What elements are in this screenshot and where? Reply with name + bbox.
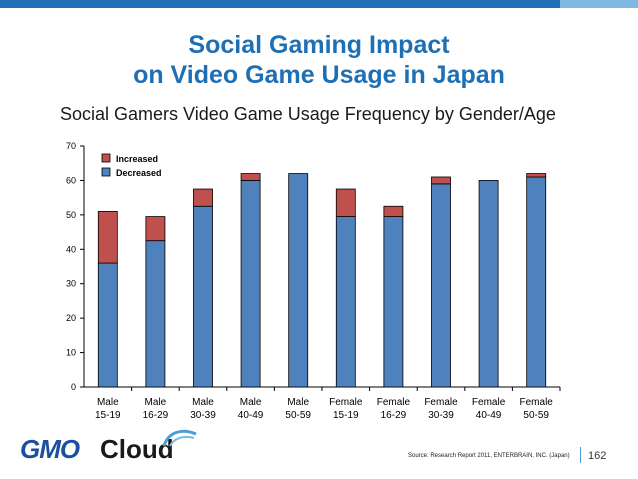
- bar-decreased-8: [478, 180, 499, 388]
- x-category-label: Male: [97, 397, 119, 408]
- x-category-label: 15-19: [95, 410, 121, 421]
- bar-decreased-6: [383, 216, 404, 388]
- footer: GMO Cloud Source: Research Report 2011, …: [0, 425, 638, 479]
- legend-label-decreased: Decreased: [116, 168, 162, 178]
- bar-increased-5: [335, 188, 356, 217]
- bar-decreased-1: [145, 240, 166, 388]
- stacked-bar-chart: 0 10 20 30 40 50 60 70 Male 15-19 Male 16-29 Male 30-…: [66, 141, 561, 421]
- x-category-label: 15-19: [333, 410, 359, 421]
- bar-decreased-7: [431, 183, 451, 388]
- x-category-label: Male: [287, 397, 309, 408]
- top-bar-accent: [560, 0, 638, 8]
- bar-increased-6: [383, 205, 404, 217]
- x-category-label: 40-49: [476, 410, 502, 421]
- legend-swatch-increased: [101, 153, 111, 163]
- top-bar-main: [0, 0, 560, 8]
- bar-increased-3: [240, 173, 261, 181]
- y-tick-label: 10: [66, 348, 76, 358]
- bar-decreased-2: [193, 205, 213, 388]
- y-tick-label: 50: [66, 210, 76, 220]
- bar-decreased-3: [240, 180, 261, 388]
- cloud-swoosh-icon: [162, 429, 197, 447]
- bar-increased-7: [431, 176, 451, 185]
- y-tick-label: 20: [66, 313, 76, 323]
- bar-increased-9: [526, 173, 547, 178]
- x-category-label: 30-39: [428, 410, 454, 421]
- x-category-label: 30-39: [190, 410, 216, 421]
- x-category-label: 16-29: [381, 410, 407, 421]
- bar-decreased-9: [526, 176, 547, 388]
- x-category-label: Male: [240, 397, 262, 408]
- legend-swatch-decreased: [101, 167, 111, 177]
- x-category-label: Female: [520, 397, 554, 408]
- x-category-label: 16-29: [143, 410, 169, 421]
- logo-cloud-text: Cloud: [100, 434, 174, 464]
- chart-subtitle: Social Gamers Video Game Usage Frequency…: [60, 104, 556, 124]
- source-note: Source: Research Report 2011, ENTERBRAIN…: [408, 453, 570, 459]
- top-accent-bar: [0, 0, 638, 8]
- bar-increased-2: [193, 188, 213, 207]
- x-category-label: Male: [145, 397, 167, 408]
- x-category-label: Male: [192, 397, 214, 408]
- y-tick-label: 0: [71, 382, 76, 392]
- page-number: 162: [588, 450, 607, 462]
- slide-title-line1: Social Gaming Impact: [188, 31, 450, 59]
- logo-gmo-text: GMO: [20, 434, 80, 464]
- slide-title-line2: on Video Game Usage in Japan: [133, 61, 505, 89]
- bar-increased-1: [145, 216, 166, 242]
- bar-decreased-5: [335, 216, 356, 388]
- x-category-label: Female: [424, 397, 458, 408]
- footer-divider: [580, 447, 581, 463]
- y-tick-label: 70: [66, 141, 76, 151]
- bar-decreased-4: [288, 173, 309, 388]
- legend-label-increased: Increased: [116, 154, 158, 164]
- y-tick-label: 40: [66, 244, 76, 254]
- x-category-label: Female: [377, 397, 411, 408]
- x-category-label: 40-49: [238, 410, 264, 421]
- gmo-cloud-logo: GMO Cloud: [20, 429, 210, 474]
- x-category-label: Female: [472, 397, 506, 408]
- x-category-label: Female: [329, 397, 363, 408]
- y-tick-label: 30: [66, 279, 76, 289]
- bar-increased-0: [97, 211, 118, 264]
- x-category-label: 50-59: [285, 410, 311, 421]
- y-tick-label: 60: [66, 175, 76, 185]
- x-category-label: 50-59: [523, 410, 549, 421]
- bar-decreased-0: [97, 262, 118, 388]
